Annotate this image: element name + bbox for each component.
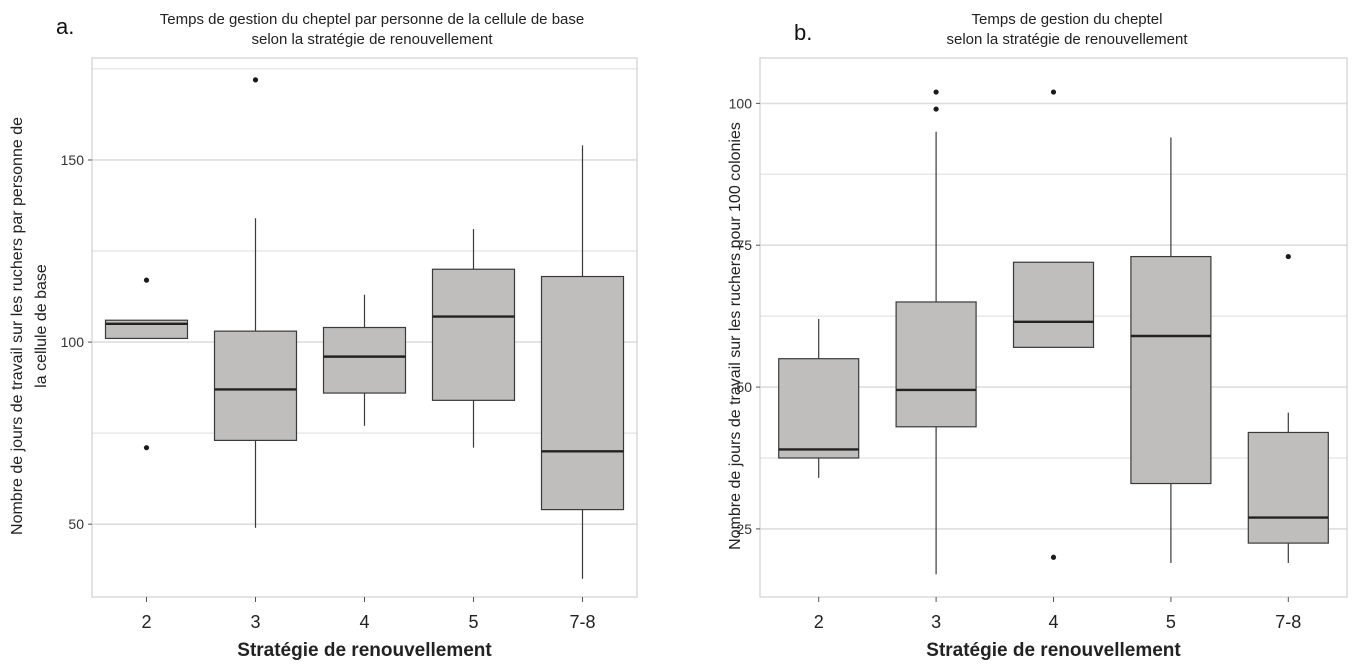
x-tick-label: 4 [1048, 612, 1058, 632]
box-iqr [322, 326, 407, 394]
chart-title: selon la stratégie de renouvellement [947, 31, 1189, 48]
y-tick-label: 25 [736, 521, 752, 537]
outlier-point [1285, 253, 1291, 260]
y-tick-label: 75 [736, 237, 752, 253]
x-tick-label: 2 [814, 612, 824, 632]
box-2 [778, 318, 860, 478]
box-3 [895, 89, 977, 575]
outlier-point [1050, 89, 1057, 95]
chart-title: Temps de gestion du cheptel [972, 11, 1163, 28]
x-tick-label: 7-8 [1275, 612, 1301, 632]
x-tick-label: 3 [250, 612, 260, 632]
x-tick-label: 2 [141, 612, 151, 632]
box-iqr [778, 358, 860, 459]
box-iqr [1247, 431, 1329, 544]
y-tick-label: 150 [61, 152, 85, 168]
box-4 [322, 294, 407, 426]
x-tick-label: 4 [359, 612, 369, 632]
outlier-point [933, 89, 939, 95]
x-axis-label: Stratégie de renouvellement [237, 640, 492, 661]
outlier-point [252, 77, 259, 83]
box-2 [104, 277, 189, 451]
outlier-point [143, 277, 150, 283]
y-axis-label: Nombre de jours de travail sur les ruche… [727, 122, 744, 550]
x-axis-label: Stratégie de renouvellement [926, 640, 1181, 661]
y-tick-label: 100 [61, 334, 85, 350]
outlier-point [933, 106, 939, 112]
chart-panel-b: 25 50 75 100 2 3 4 5 7-8 b. Temps de gestion du ch… [727, 11, 1348, 661]
chart-title: selon la stratégie de renouvellement [252, 31, 494, 48]
box-5 [1130, 137, 1212, 563]
box-iqr [1130, 255, 1212, 485]
chart-title: Temps de gestion du cheptel par personne… [160, 11, 584, 28]
y-axis-label: Nombre de jours de travail sur les ruche… [9, 117, 26, 535]
x-tick-label: 5 [1166, 612, 1176, 632]
y-tick-label: 100 [729, 95, 753, 111]
box-iqr [895, 301, 977, 428]
outlier-point [1050, 554, 1057, 560]
outlier-point [143, 445, 150, 451]
box-iqr [431, 268, 516, 401]
x-tick-label: 5 [468, 612, 478, 632]
box-3 [213, 77, 298, 528]
box-7-8 [1247, 253, 1329, 563]
box-7-8 [540, 145, 625, 579]
box-5 [431, 229, 516, 448]
box-4 [1012, 89, 1095, 560]
y-tick-label: 50 [68, 516, 84, 532]
y-tick-label: 50 [736, 379, 752, 395]
panel-letter: b. [794, 20, 812, 45]
panel-letter: a. [56, 14, 74, 39]
x-tick-label: 7-8 [569, 612, 595, 632]
y-axis-label: la cellule de base [33, 264, 50, 388]
chart-panel-a: 50 100 150 2 3 4 5 7-8 a. Temps de gestion du che… [9, 11, 638, 661]
box-iqr [540, 275, 625, 511]
box-iqr [1012, 261, 1095, 348]
x-tick-label: 3 [931, 612, 941, 632]
box-iqr [213, 330, 298, 441]
